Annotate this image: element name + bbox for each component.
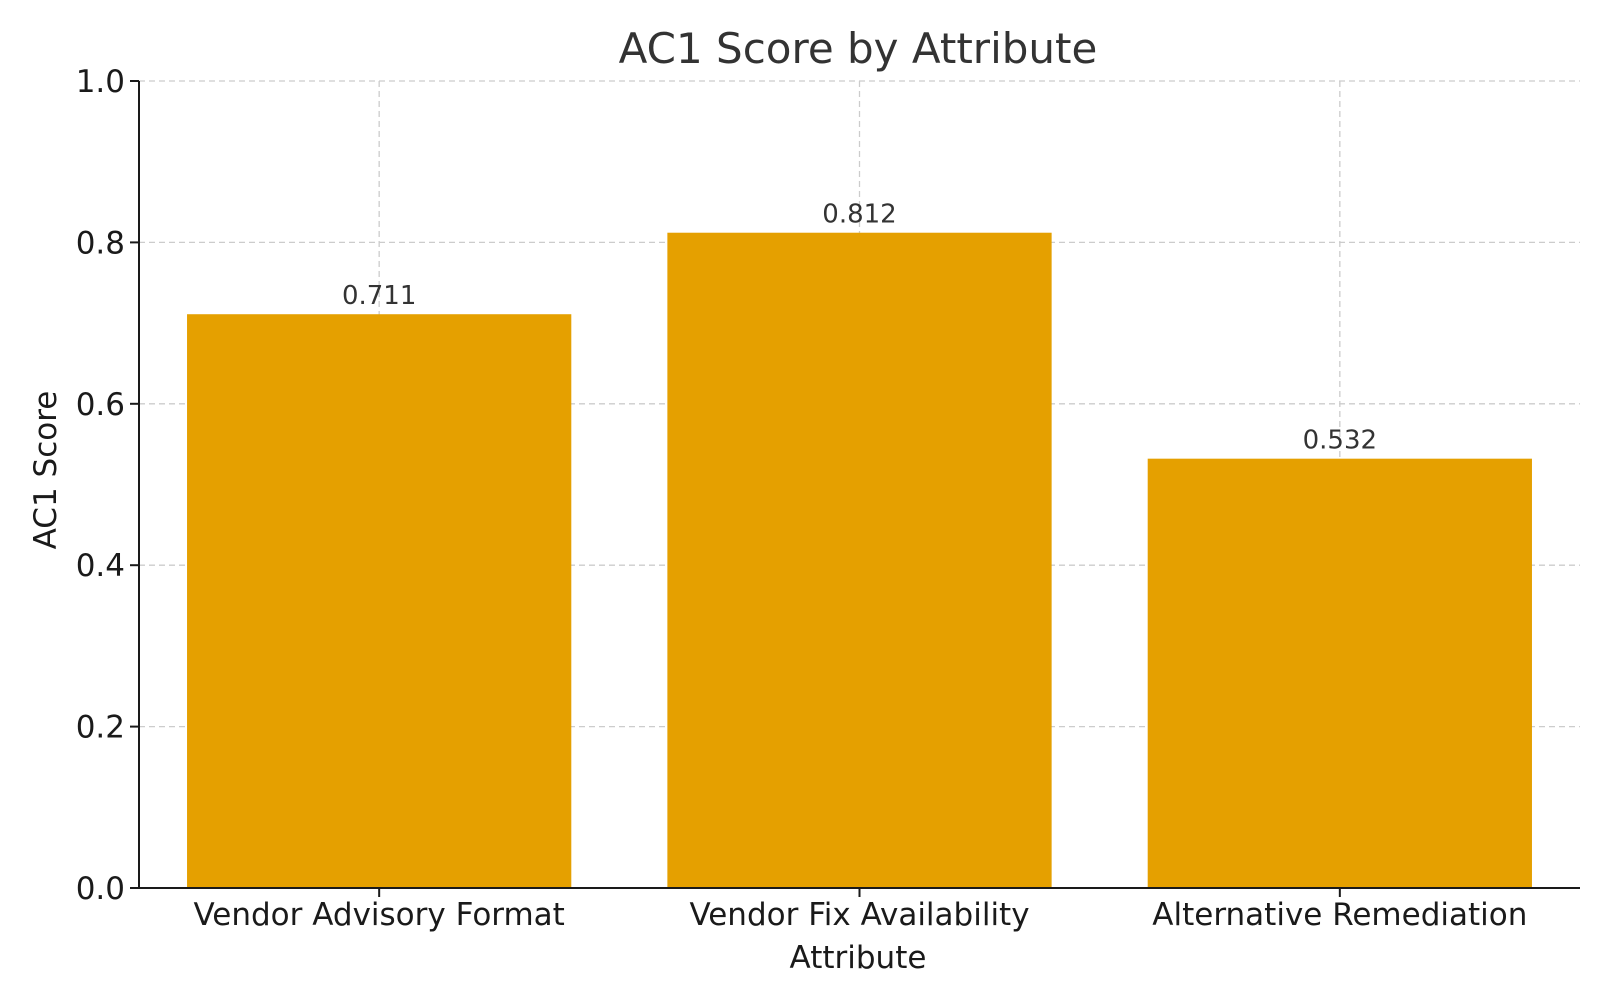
x-tick-label: Vendor Fix Availability xyxy=(689,897,1029,933)
bar xyxy=(187,314,571,888)
bar-value-label: 0.532 xyxy=(1303,426,1377,456)
x-tick-label: Alternative Remediation xyxy=(1152,897,1527,933)
x-tick-label: Vendor Advisory Format xyxy=(193,897,564,933)
y-tick-label: 0.4 xyxy=(76,548,125,584)
bars xyxy=(187,233,1532,888)
y-tick-label: 1.0 xyxy=(76,64,125,100)
bar xyxy=(667,233,1051,888)
y-tick-label: 0.0 xyxy=(76,871,125,907)
chart-title: AC1 Score by Attribute xyxy=(619,24,1098,73)
x-axis-label: Attribute xyxy=(790,940,927,976)
y-tick-label: 0.2 xyxy=(76,710,125,746)
y-tick-label: 0.6 xyxy=(76,387,125,423)
y-tick-label: 0.8 xyxy=(76,225,125,261)
bar-value-label: 0.711 xyxy=(342,281,416,311)
bar-value-label: 0.812 xyxy=(822,200,896,230)
y-axis-label: AC1 Score xyxy=(28,391,64,550)
bar xyxy=(1148,459,1532,888)
